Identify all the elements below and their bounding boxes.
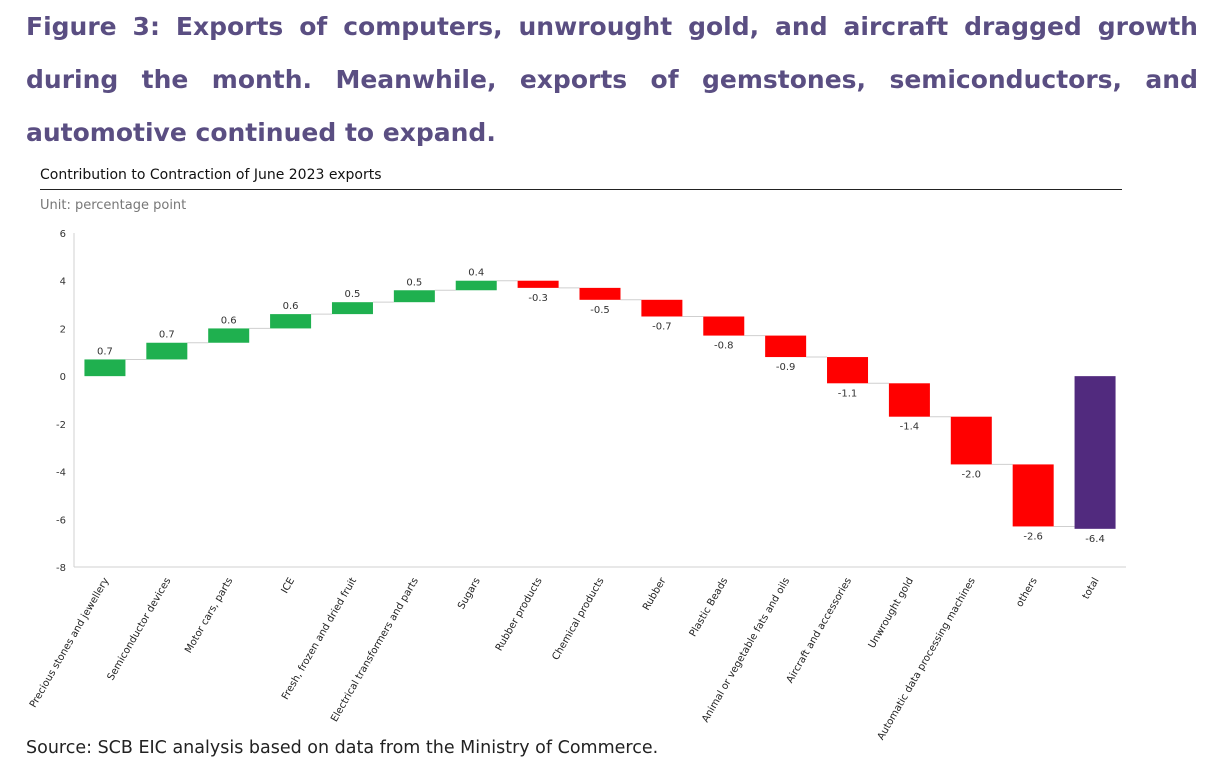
data-label-6: 0.4 [468,268,484,279]
x-tick-label-4: Fresh, frozen and dried fruit [280,576,359,702]
figure-title: Figure 3: Exports of computers, unwrough… [26,12,1198,147]
x-tick-label-3: ICE [280,576,298,596]
chart-title: Contribution to Contraction of June 2023… [40,167,382,183]
bar-2 [208,328,250,343]
x-tick-label-0: Precious stones and jewellery [28,576,112,710]
x-tick-label-15: others [1014,576,1039,609]
data-label-9: -0.7 [652,322,672,333]
bar-12 [827,357,869,384]
data-label-14: -2.0 [962,469,982,480]
data-label-16: -6.4 [1085,534,1105,545]
x-tick-label-6: Sugars [456,576,483,611]
x-tick-label-9: Rubber [641,575,669,612]
chart-title-divider [40,189,1122,190]
data-label-4: 0.5 [345,289,361,300]
data-labels: 0.7 0.7 0.6 0.6 0.5 0.5 0.4 -0.3 -0.5 -0.7 -0.8 -0.… [97,268,1105,545]
bar-7 [517,280,559,288]
bar-6 [455,280,497,291]
x-tick-label-12: Aircraft and accessories [785,576,854,685]
bar-8 [579,287,621,300]
data-label-2: 0.6 [221,315,237,326]
data-label-13: -1.4 [900,422,920,433]
bar-13 [888,383,930,417]
data-label-5: 0.5 [406,277,422,288]
y-tick-label: 2 [60,324,66,335]
bar-14 [950,416,992,465]
bar-3 [270,314,312,329]
data-label-12: -1.1 [838,388,858,399]
connector-lines [125,280,1075,527]
x-axis-labels: Precious stones and jewellerySemiconduct… [28,575,1102,742]
bar-11 [765,335,807,358]
data-label-7: -0.3 [528,293,548,304]
y-tick-label: 0 [60,372,66,383]
bar-5 [393,290,435,303]
x-tick-label-2: Motor cars, parts [183,576,235,655]
x-tick-label-1: Semiconductor devices [106,576,174,682]
bar-1 [146,342,188,360]
y-tick-label: -2 [56,420,66,431]
bar-4 [331,302,373,315]
y-tick-label: 6 [60,229,66,240]
x-tick-label-10: Plastic Beads [688,576,731,639]
y-tick-label: -8 [56,563,66,574]
bars [84,280,1116,529]
data-label-8: -0.5 [590,305,610,316]
x-tick-label-16: total [1081,576,1102,601]
y-axis: 6 4 2 0 -2 -4 -6 -8 [56,229,1126,574]
data-label-10: -0.8 [714,341,734,352]
bar-10 [703,316,745,336]
source-note: Source: SCB EIC analysis based on data f… [26,738,659,758]
bar-15 [1012,464,1054,527]
x-tick-label-7: Rubber products [494,576,545,653]
y-tick-label: -6 [56,515,66,526]
x-tick-label-13: Unwrought gold [867,576,916,650]
data-label-1: 0.7 [159,330,175,341]
bar-0 [84,359,126,377]
data-label-15: -2.6 [1023,531,1043,542]
data-label-3: 0.6 [283,301,299,312]
data-label-0: 0.7 [97,346,113,357]
bar-9 [641,299,683,317]
data-label-11: -0.9 [776,362,796,373]
unit-label: Unit: percentage point [40,198,187,213]
bar-16 [1074,376,1116,529]
y-tick-label: 4 [60,277,66,288]
y-tick-label: -4 [56,468,66,479]
x-tick-label-8: Chemical products [550,576,606,662]
